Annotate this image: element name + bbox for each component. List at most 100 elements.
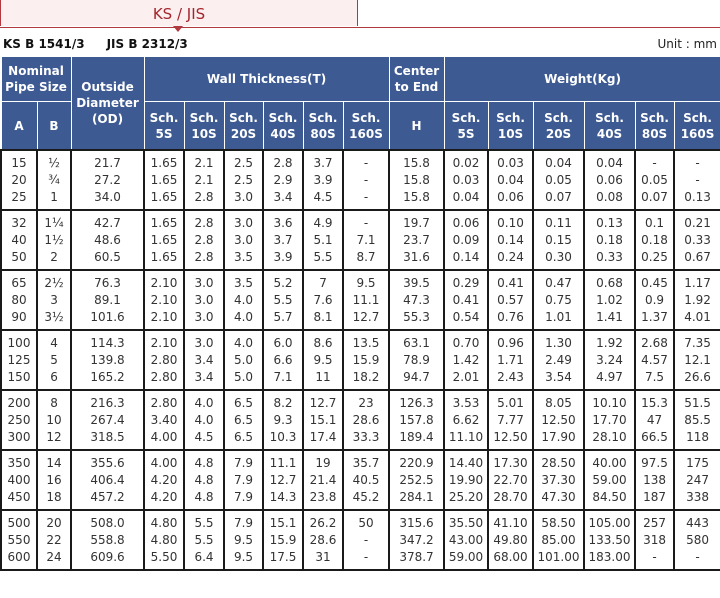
cell-weight-sch-160s: 443 580 -	[673, 509, 720, 571]
cell-wall-sch-20s: 3.0 3.0 3.5	[223, 209, 265, 271]
cell-weight-sch-20s: 0.04 0.05 0.07	[532, 149, 586, 211]
header-outside-diameter: Outside Diameter (OD)	[70, 57, 145, 151]
cell-size-a: 100 125 150	[0, 329, 38, 391]
cell-weight-sch-10s: 5.01 7.77 12.50	[487, 389, 535, 451]
header-wall-sch-20s: Sch. 20S	[223, 101, 264, 151]
cell-center-to-end: 15.8 15.8 15.8	[388, 149, 446, 211]
cell-weight-sch-80s: - 0.05 0.07	[634, 149, 676, 211]
header-weight-sch-20s: Sch. 20S	[532, 101, 585, 151]
cell-weight-sch-20s: 8.05 12.50 17.90	[532, 389, 586, 451]
cell-weight-sch-20s: 58.50 85.00 101.00	[532, 509, 586, 571]
cell-wall-sch-20s: 2.5 2.5 3.0	[223, 149, 265, 211]
cell-weight-sch-10s: 0.41 0.57 0.76	[487, 269, 535, 331]
cell-weight-sch-10s: 41.10 49.80 68.00	[487, 509, 535, 571]
cell-size-b: 1¼ 1½ 2	[35, 209, 73, 271]
cell-wall-sch-80s: 8.6 9.5 11	[302, 329, 345, 391]
cell-center-to-end: 63.1 78.9 94.7	[388, 329, 446, 391]
header-center-to-end: Center to End	[388, 57, 445, 102]
tab-ks-jis[interactable]: KS / JIS	[0, 0, 358, 32]
header-nominal-pipe-size: Nominal Pipe Size	[0, 57, 72, 102]
cell-wall-sch-10s: 3.0 3.4 3.4	[183, 329, 226, 391]
cell-weight-sch-20s: 1.30 2.49 3.54	[532, 329, 586, 391]
cell-wall-sch-80s: 7 7.6 8.1	[302, 269, 345, 331]
active-tab-indicator	[173, 26, 183, 32]
cell-weight-sch-40s: 40.00 59.00 84.50	[583, 449, 637, 511]
cell-center-to-end: 220.9 252.5 284.1	[388, 449, 446, 511]
cell-outside-diameter: 508.0 558.8 609.6	[70, 509, 146, 571]
table-row-group: 500 550 600 20 22 24 508.0 558.8 609.6 4.80…	[0, 509, 720, 571]
cell-wall-sch-40s: 5.2 5.5 5.7	[262, 269, 305, 331]
cell-weight-sch-5s: 3.53 6.62 11.10	[443, 389, 490, 451]
cell-weight-sch-10s: 0.96 1.71 2.43	[487, 329, 535, 391]
unit-label: Unit : mm	[657, 37, 717, 51]
cell-weight-sch-40s: 0.68 1.02 1.41	[583, 269, 637, 331]
cell-wall-sch-20s: 6.5 6.5 6.5	[223, 389, 265, 451]
table-row-group: 100 125 150 4 5 6 114.3 139.8 165.2 2.10 2.…	[0, 329, 720, 391]
cell-size-b: ½ ¾ 1	[35, 149, 73, 211]
cell-center-to-end: 315.6 347.2 378.7	[388, 509, 446, 571]
table-row-group: 65 80 90 2½ 3 3½ 76.3 89.1 101.6 2.10 2.10 …	[0, 269, 720, 331]
cell-wall-sch-5s: 4.00 4.20 4.20	[143, 449, 186, 511]
cell-wall-sch-10s: 4.0 4.0 4.5	[183, 389, 226, 451]
cell-size-a: 500 550 600	[0, 509, 38, 571]
cell-size-a: 65 80 90	[0, 269, 38, 331]
cell-weight-sch-5s: 0.06 0.09 0.14	[443, 209, 490, 271]
cell-weight-sch-80s: 0.45 0.9 1.37	[634, 269, 676, 331]
header-weight-sch-10s: Sch. 10S	[487, 101, 534, 151]
table-row-group: 350 400 450 14 16 18 355.6 406.4 457.2 4.00…	[0, 449, 720, 511]
cell-center-to-end: 39.5 47.3 55.3	[388, 269, 446, 331]
cell-wall-sch-80s: 12.7 15.1 17.4	[302, 389, 345, 451]
cell-weight-sch-20s: 0.47 0.75 1.01	[532, 269, 586, 331]
cell-weight-sch-5s: 0.29 0.41 0.54	[443, 269, 490, 331]
header-weight-sch-160s: Sch. 160S	[673, 101, 720, 151]
cell-center-to-end: 19.7 23.7 31.6	[388, 209, 446, 271]
cell-wall-sch-10s: 5.5 5.5 6.4	[183, 509, 226, 571]
cell-outside-diameter: 42.7 48.6 60.5	[70, 209, 146, 271]
header-wall-sch-80s: Sch. 80S	[302, 101, 344, 151]
standard-ks: KS B 1541/3	[3, 37, 85, 51]
cell-wall-sch-20s: 7.9 9.5 9.5	[223, 509, 265, 571]
cell-wall-sch-10s: 4.8 4.8 4.8	[183, 449, 226, 511]
cell-weight-sch-40s: 0.13 0.18 0.33	[583, 209, 637, 271]
cell-wall-sch-40s: 11.1 12.7 14.3	[262, 449, 305, 511]
standards: KS B 1541/3 JIS B 2312/3	[3, 37, 210, 51]
cell-weight-sch-5s: 0.70 1.42 2.01	[443, 329, 490, 391]
cell-wall-sch-40s: 2.8 2.9 3.4	[262, 149, 305, 211]
table-row-group: 32 40 50 1¼ 1½ 2 42.7 48.6 60.5 1.65 1.65 1…	[0, 209, 720, 271]
cell-wall-sch-40s: 6.0 6.6 7.1	[262, 329, 305, 391]
cell-weight-sch-80s: 15.3 47 66.5	[634, 389, 676, 451]
header-wall-sch-40s: Sch. 40S	[262, 101, 304, 151]
header-weight: Weight(Kg)	[443, 57, 720, 102]
header-weight-sch-40s: Sch. 40S	[583, 101, 636, 151]
cell-wall-sch-160s: 50 - -	[342, 509, 391, 571]
header-wall-sch-5s: Sch. 5S	[143, 101, 185, 151]
cell-size-b: 14 16 18	[35, 449, 73, 511]
cell-outside-diameter: 216.3 267.4 318.5	[70, 389, 146, 451]
header-b: B	[36, 101, 72, 151]
cell-size-a: 350 400 450	[0, 449, 38, 511]
cell-weight-sch-5s: 35.50 43.00 59.00	[443, 509, 490, 571]
tab-bar: KS / JIS	[0, 0, 720, 32]
cell-weight-sch-40s: 10.10 17.70 28.10	[583, 389, 637, 451]
cell-weight-sch-5s: 14.40 19.90 25.20	[443, 449, 490, 511]
cell-size-b: 20 22 24	[35, 509, 73, 571]
cell-wall-sch-160s: - 7.1 8.7	[342, 209, 391, 271]
cell-weight-sch-160s: 51.5 85.5 118	[673, 389, 720, 451]
table-row-group: 15 20 25 ½ ¾ 1 21.7 27.2 34.0 1.65 1.65 1.6…	[0, 149, 720, 211]
cell-weight-sch-80s: 0.1 0.18 0.25	[634, 209, 676, 271]
header-wall-sch-160s: Sch. 160S	[342, 101, 390, 151]
cell-wall-sch-160s: - - -	[342, 149, 391, 211]
cell-wall-sch-80s: 26.2 28.6 31	[302, 509, 345, 571]
cell-weight-sch-40s: 0.04 0.06 0.08	[583, 149, 637, 211]
header-wall-sch-10s: Sch. 10S	[183, 101, 225, 151]
cell-wall-sch-10s: 3.0 3.0 3.0	[183, 269, 226, 331]
cell-weight-sch-80s: 2.68 4.57 7.5	[634, 329, 676, 391]
cell-weight-sch-40s: 105.00 133.50 183.00	[583, 509, 637, 571]
cell-wall-sch-5s: 2.10 2.10 2.10	[143, 269, 186, 331]
cell-weight-sch-10s: 0.03 0.04 0.06	[487, 149, 535, 211]
cell-wall-sch-20s: 3.5 4.0 4.0	[223, 269, 265, 331]
cell-weight-sch-160s: 1.17 1.92 4.01	[673, 269, 720, 331]
cell-outside-diameter: 114.3 139.8 165.2	[70, 329, 146, 391]
cell-wall-sch-40s: 3.6 3.7 3.9	[262, 209, 305, 271]
cell-weight-sch-20s: 28.50 37.30 47.30	[532, 449, 586, 511]
